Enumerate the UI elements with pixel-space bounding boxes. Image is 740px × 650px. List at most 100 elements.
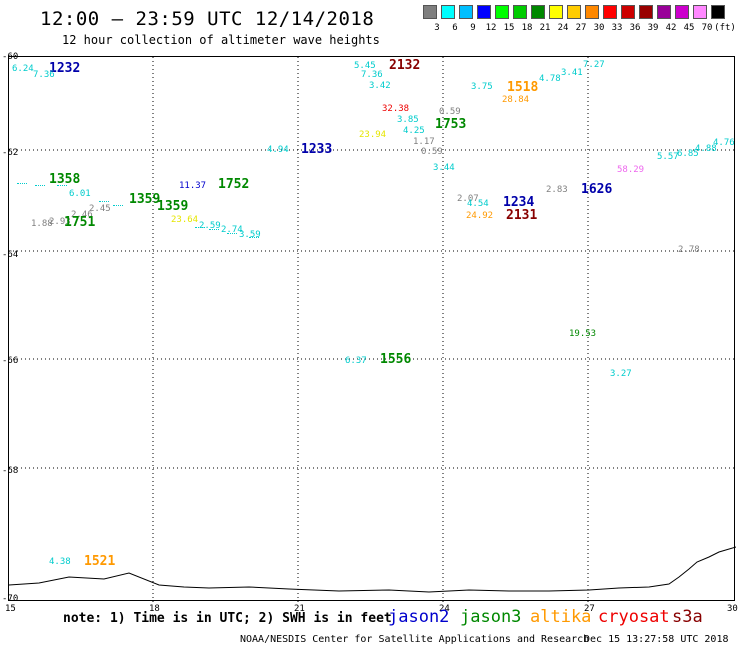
wave-height-label: 2.59 <box>199 221 221 231</box>
pass-time-label: 1358 <box>49 172 81 187</box>
overlapping-label-dot <box>195 221 205 228</box>
pass-time-label: 1359 <box>157 199 189 214</box>
wave-height-label: 23.94 <box>359 130 387 140</box>
overlapping-label-dot <box>99 195 109 202</box>
wave-height-label: 2.78 <box>678 245 700 255</box>
scale-swatch <box>441 5 455 19</box>
overlapping-label-dot <box>113 199 123 206</box>
wave-height-label: 3.59 <box>239 230 261 240</box>
wave-height-label: 23.64 <box>171 215 199 225</box>
map-frame: 6.24 1232 7.36 5.45 2132 7.36 3.42 7.27 3.41 4.78… <box>8 56 736 602</box>
scale-tick-label: 21 <box>539 23 551 33</box>
scale-tick-label: 9 <box>470 23 476 33</box>
pass-time-label: 1233 <box>301 142 333 157</box>
scale-tick-label: 30 <box>593 23 605 33</box>
mission-legend-cryosat: cryosat <box>598 607 670 627</box>
wave-height-label: 2.45 <box>89 204 111 214</box>
overlapping-label-dot <box>57 179 67 186</box>
scale-swatch <box>495 5 509 19</box>
wave-height-label: 3.41 <box>561 68 583 78</box>
map-title: 12:00 – 23:59 UTC 12/14/2018 <box>40 8 375 30</box>
wave-height-label: 6.24 <box>12 64 34 74</box>
wave-height-label: 4.54 <box>467 199 489 209</box>
wave-height-label: 1.17 <box>413 137 435 147</box>
wave-height-label: 11.37 <box>179 181 207 191</box>
map-grid <box>9 57 736 602</box>
scale-swatch <box>549 5 563 19</box>
pass-time-label: 1752 <box>218 177 250 192</box>
wave-height-label: 1.88 <box>31 219 53 229</box>
scale-tick-label: 18 <box>521 23 533 33</box>
wave-height-label: 2.93 <box>49 217 71 227</box>
scale-swatch <box>603 5 617 19</box>
wave-height-label: 4.78 <box>539 74 561 84</box>
wave-height-label: 6.85 <box>677 149 699 159</box>
scale-tick-label: 27 <box>575 23 587 33</box>
wave-height-label: 3.85 <box>397 115 419 125</box>
wave-height-label: 28.84 <box>502 95 530 105</box>
latitude-label: -64 <box>2 250 19 260</box>
wave-height-label: 3.44 <box>433 163 455 173</box>
mission-legend-jason3: jason3 <box>460 607 522 627</box>
wave-height-label: 6.37 <box>345 356 367 366</box>
footer-timestamp: Dec 15 13:27:58 UTC 2018 <box>584 634 729 645</box>
scale-swatch <box>585 5 599 19</box>
longitude-label: 21 <box>294 604 305 614</box>
pass-time-label: 1521 <box>84 554 116 569</box>
pass-time-label: 1751 <box>64 215 96 230</box>
wave-height-label: 5.45 <box>354 61 376 71</box>
longitude-label: 24 <box>439 604 450 614</box>
scale-tick-label: 42 <box>665 23 677 33</box>
scale-tick-label: 39 <box>647 23 659 33</box>
pass-time-label: 1232 <box>49 61 81 76</box>
wave-height-label: 2.74 <box>221 225 243 235</box>
scale-swatch <box>693 5 707 19</box>
scale-swatch <box>459 5 473 19</box>
overlapping-label-dot <box>249 231 259 238</box>
scale-swatch <box>639 5 653 19</box>
wave-height-label: 19.53 <box>569 329 597 339</box>
scale-swatch <box>675 5 689 19</box>
map-subtitle: 12 hour collection of altimeter wave hei… <box>62 33 380 47</box>
longitude-label: 15 <box>5 604 16 614</box>
wave-height-label: 2.07 <box>457 194 479 204</box>
scale-tick-label: 3 <box>434 23 440 33</box>
scale-swatch <box>657 5 671 19</box>
pass-time-label: 1234 <box>503 195 535 210</box>
pass-time-label: 2132 <box>389 58 421 73</box>
latitude-label: -62 <box>2 148 19 158</box>
overlapping-label-dot <box>227 227 237 234</box>
scale-swatch <box>711 5 725 19</box>
footnote: note: 1) Time is in UTC; 2) SWH is in fe… <box>63 611 392 626</box>
wave-height-label: 3.42 <box>369 81 391 91</box>
wave-height-label: 24.92 <box>466 211 494 221</box>
antarctic-coastline <box>9 546 736 593</box>
pass-time-label: 1359 <box>129 192 161 207</box>
wave-height-label: 0.59 <box>439 107 461 117</box>
scale-swatch <box>423 5 437 19</box>
scale-tick-label: 36 <box>629 23 641 33</box>
scale-tick-label: 6 <box>452 23 458 33</box>
wave-height-label: 7.27 <box>583 60 605 70</box>
scale-swatch <box>621 5 635 19</box>
longitude-label: 27 <box>584 604 595 614</box>
pass-time-label: 1556 <box>380 352 412 367</box>
latitude-label: -70 <box>2 594 19 604</box>
wave-height-label: 2.46 <box>71 210 93 220</box>
wave-height-label: 4.25 <box>403 126 425 136</box>
scale-tick-label: 15 <box>503 23 515 33</box>
mission-legend-s3a: s3a <box>672 607 703 627</box>
scale-tick-label: (ft) <box>714 23 736 33</box>
latitude-label: -66 <box>2 356 19 366</box>
scale-tick-label: 33 <box>611 23 623 33</box>
wave-height-label: 4.88 <box>695 144 717 154</box>
wave-height-label: 5.57 <box>657 152 679 162</box>
scale-swatch <box>513 5 527 19</box>
scale-tick-label: 70 <box>701 23 713 33</box>
overlapping-label-dot <box>35 179 45 186</box>
wave-height-label: 32.38 <box>382 104 410 114</box>
pass-time-label: 1753 <box>435 117 467 132</box>
latitude-label: -68 <box>2 466 19 476</box>
scale-swatch <box>531 5 545 19</box>
wave-height-label: 7.36 <box>361 70 383 80</box>
